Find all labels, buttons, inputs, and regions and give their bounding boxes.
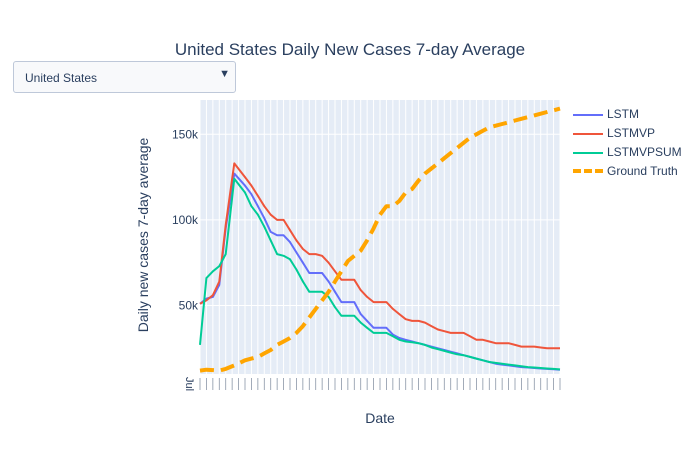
x-axis-title: Date bbox=[365, 410, 395, 426]
legend-label: Ground Truth bbox=[607, 164, 678, 178]
legend-item-lstmvp[interactable]: LSTMVP bbox=[570, 124, 695, 143]
x-tick-marks bbox=[199, 378, 561, 390]
country-dropdown[interactable]: United States ▼ bbox=[13, 61, 236, 93]
y-tick-label: 50k bbox=[179, 299, 199, 313]
chevron-down-icon: ▼ bbox=[219, 68, 230, 80]
x-gridlines bbox=[199, 100, 561, 374]
chart-title: United States Daily New Cases 7-day Aver… bbox=[174, 40, 526, 59]
legend: LSTM LSTMVP LSTMVPSUM Ground Truth bbox=[570, 105, 695, 181]
legend-label: LSTMVPSUM bbox=[607, 145, 682, 159]
legend-item-ground-truth[interactable]: Ground Truth bbox=[570, 162, 695, 181]
series-line-ground-truth bbox=[199, 106, 561, 373]
legend-swatch bbox=[573, 152, 603, 154]
legend-swatch bbox=[573, 133, 603, 135]
x-tick-label: Jul bbox=[183, 377, 195, 391]
legend-swatch bbox=[573, 114, 603, 116]
legend-label: LSTM bbox=[607, 107, 640, 121]
legend-item-lstmvpsum[interactable]: LSTMVPSUM bbox=[570, 143, 695, 162]
series-line-lstmvpsum bbox=[199, 177, 561, 371]
series-line-lstmvp bbox=[199, 162, 560, 350]
y-tick-label: 150k bbox=[172, 127, 199, 141]
legend-label: LSTMVP bbox=[607, 126, 656, 140]
legend-item-lstm[interactable]: LSTM bbox=[570, 105, 695, 124]
legend-swatch bbox=[573, 169, 603, 173]
dropdown-selected-value: United States bbox=[25, 71, 98, 85]
y-tick-label: 100k bbox=[172, 213, 199, 227]
